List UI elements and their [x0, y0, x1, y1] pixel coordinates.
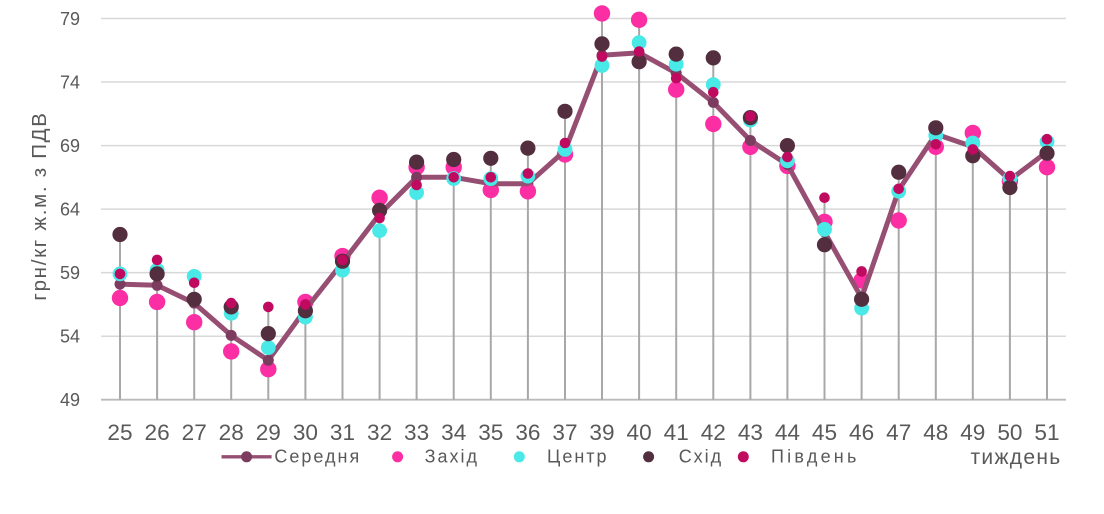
svg-text:Схід: Схід	[679, 446, 724, 466]
svg-text:47: 47	[886, 420, 911, 445]
svg-text:25: 25	[107, 420, 132, 445]
svg-text:Південь: Південь	[771, 446, 860, 466]
svg-text:43: 43	[738, 420, 763, 445]
svg-text:50: 50	[997, 420, 1022, 445]
svg-text:35: 35	[478, 420, 503, 445]
svg-text:34: 34	[441, 420, 466, 445]
svg-text:33: 33	[404, 420, 429, 445]
svg-text:грн/кг ж.м. з ПДВ: грн/кг ж.м. з ПДВ	[28, 111, 51, 300]
svg-text:36: 36	[515, 420, 540, 445]
svg-text:49: 49	[60, 390, 80, 410]
svg-text:28: 28	[219, 420, 244, 445]
svg-text:69: 69	[60, 136, 80, 156]
svg-text:64: 64	[60, 199, 80, 219]
svg-text:39: 39	[589, 420, 614, 445]
svg-text:46: 46	[849, 420, 874, 445]
svg-text:41: 41	[664, 420, 689, 445]
svg-text:74: 74	[60, 72, 80, 92]
svg-text:Захід: Захід	[425, 446, 479, 466]
svg-text:Центр: Центр	[547, 446, 609, 466]
svg-text:31: 31	[330, 420, 355, 445]
svg-text:48: 48	[923, 420, 948, 445]
svg-text:79: 79	[60, 9, 80, 29]
svg-text:26: 26	[145, 420, 170, 445]
svg-text:27: 27	[182, 420, 207, 445]
svg-text:37: 37	[552, 420, 577, 445]
svg-text:49: 49	[960, 420, 985, 445]
svg-text:51: 51	[1034, 420, 1059, 445]
svg-text:тиждень: тиждень	[971, 446, 1062, 469]
svg-text:44: 44	[775, 420, 800, 445]
svg-text:42: 42	[701, 420, 726, 445]
svg-text:54: 54	[60, 327, 80, 347]
svg-text:32: 32	[367, 420, 392, 445]
svg-text:Середня: Середня	[274, 446, 361, 466]
svg-text:59: 59	[60, 263, 80, 283]
svg-text:40: 40	[627, 420, 652, 445]
svg-text:45: 45	[812, 420, 837, 445]
svg-text:30: 30	[293, 420, 318, 445]
svg-text:29: 29	[256, 420, 281, 445]
